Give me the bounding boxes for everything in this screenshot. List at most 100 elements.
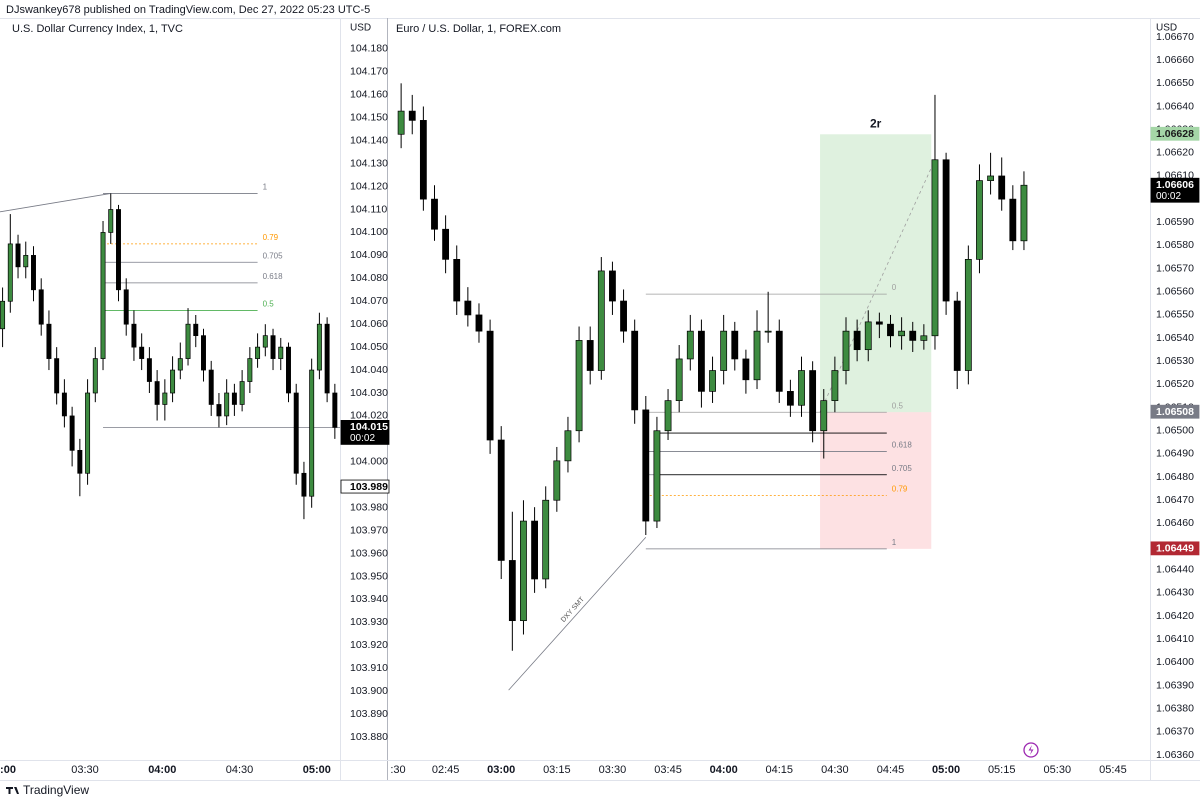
- candle-body: [397, 110, 405, 135]
- candles: [397, 83, 1028, 651]
- candle-body: [531, 520, 538, 580]
- candle-body: [620, 300, 627, 332]
- x-tick-label: 03:00: [487, 764, 515, 776]
- candle-body: [497, 439, 505, 561]
- candle-body: [798, 370, 805, 406]
- y-tick-label: 103.960: [350, 547, 388, 559]
- y-tick-label: 104.120: [350, 180, 388, 192]
- candle-body: [542, 499, 550, 580]
- y-tick-label: 104.170: [350, 66, 388, 78]
- x-tick-label: :00: [0, 764, 16, 776]
- y-tick-label: 104.000: [350, 456, 388, 468]
- candle-body: [332, 392, 338, 428]
- y-tick-label: 1.06540: [1156, 332, 1194, 344]
- candle-body: [208, 369, 214, 405]
- y-tick-label: 104.110: [350, 203, 387, 215]
- lightning-button[interactable]: [1023, 742, 1039, 758]
- candle-body: [597, 270, 605, 371]
- x-tick-label: 05:15: [988, 764, 1016, 776]
- candle-body: [887, 323, 894, 337]
- trend-line: [819, 159, 936, 413]
- y-tick-label: 1.06430: [1156, 587, 1194, 599]
- y-tick-label: 104.040: [350, 364, 388, 376]
- candle-body: [753, 330, 761, 381]
- price-label-value: 1.06628: [1156, 128, 1194, 140]
- candle-body: [286, 346, 291, 394]
- y-tick-label: 1.06620: [1156, 147, 1194, 159]
- candle-body: [564, 430, 572, 462]
- candle-body: [46, 323, 52, 359]
- y-tick-label: 103.920: [350, 639, 388, 651]
- fib-level-label: 0.618: [892, 441, 913, 450]
- y-tick-label: 1.06370: [1156, 726, 1194, 738]
- x-tick-label: 02:45: [432, 764, 460, 776]
- candle-body: [831, 370, 839, 401]
- candle-body: [931, 159, 939, 337]
- price-label-box: [340, 479, 390, 494]
- y-tick-label: 1.06500: [1156, 425, 1194, 437]
- y-tick-label: 1.06390: [1156, 679, 1194, 691]
- candle-body: [15, 243, 21, 268]
- candle-body: [909, 330, 917, 341]
- candle-body: [278, 346, 284, 359]
- trend-line: [508, 537, 647, 691]
- candle-body: [786, 391, 794, 406]
- x-tick-label: 04:00: [148, 764, 176, 776]
- candle-body: [224, 392, 230, 417]
- y-tick-label: 103.910: [350, 662, 388, 674]
- candle-body: [964, 258, 972, 371]
- fib-level-label: 1: [263, 183, 268, 192]
- x-tick-label: 03:30: [599, 764, 627, 776]
- candle-body: [177, 358, 183, 371]
- candle-body: [475, 314, 483, 332]
- x-tick-label: 05:45: [1099, 764, 1127, 776]
- candle-body: [764, 330, 772, 333]
- candle-body: [270, 335, 276, 359]
- stop-zone: [820, 412, 932, 549]
- candle-body: [77, 449, 83, 474]
- fib-level-label: 0.79: [892, 485, 908, 494]
- candle-body: [231, 392, 237, 405]
- candle-body: [998, 175, 1006, 200]
- candle-body: [131, 323, 137, 348]
- candle-body: [1009, 198, 1017, 242]
- candle-body: [1020, 184, 1028, 242]
- x-tick-label: :30: [390, 764, 405, 776]
- y-tick-label: 1.06400: [1156, 656, 1194, 668]
- candles: [0, 193, 338, 520]
- candle-body: [154, 381, 160, 405]
- candle-body: [720, 330, 728, 371]
- y-tick-label: 1.06550: [1156, 309, 1194, 321]
- y-tick-label: 104.070: [350, 295, 388, 307]
- candle-body: [742, 358, 750, 381]
- y-tick-label: 1.06360: [1156, 749, 1194, 761]
- y-tick-label: 1.06530: [1156, 355, 1194, 367]
- candle-body: [664, 400, 672, 432]
- x-tick-label: 03:30: [71, 764, 99, 776]
- candle-body: [123, 289, 129, 325]
- y-tick-label: 1.06580: [1156, 239, 1194, 251]
- y-tick-label: 1.06640: [1156, 100, 1194, 112]
- position-label: 2r: [870, 116, 882, 130]
- y-tick-label: 103.890: [350, 708, 388, 720]
- x-tick-label: 04:00: [710, 764, 738, 776]
- candle-body: [453, 258, 461, 302]
- x-tick-label: 05:00: [932, 764, 960, 776]
- candle-body: [193, 323, 199, 337]
- y-tick-label: 103.950: [350, 570, 388, 582]
- y-tick-label: 103.880: [350, 731, 388, 743]
- candle-body: [419, 120, 427, 200]
- price-label-box: [340, 420, 390, 445]
- footer-brand: TradingView: [23, 783, 89, 797]
- candle-body: [162, 392, 168, 405]
- candle-body: [201, 335, 206, 371]
- candle-body: [0, 300, 6, 330]
- candle-body: [875, 321, 883, 325]
- candle-body: [553, 460, 561, 501]
- candle-body: [216, 404, 222, 417]
- fib-level-label: 0.705: [263, 251, 284, 260]
- price-label-box: [1150, 541, 1200, 556]
- lightning-icon: [1028, 745, 1034, 755]
- currency-label: USD: [350, 23, 371, 34]
- candle-body: [442, 228, 450, 260]
